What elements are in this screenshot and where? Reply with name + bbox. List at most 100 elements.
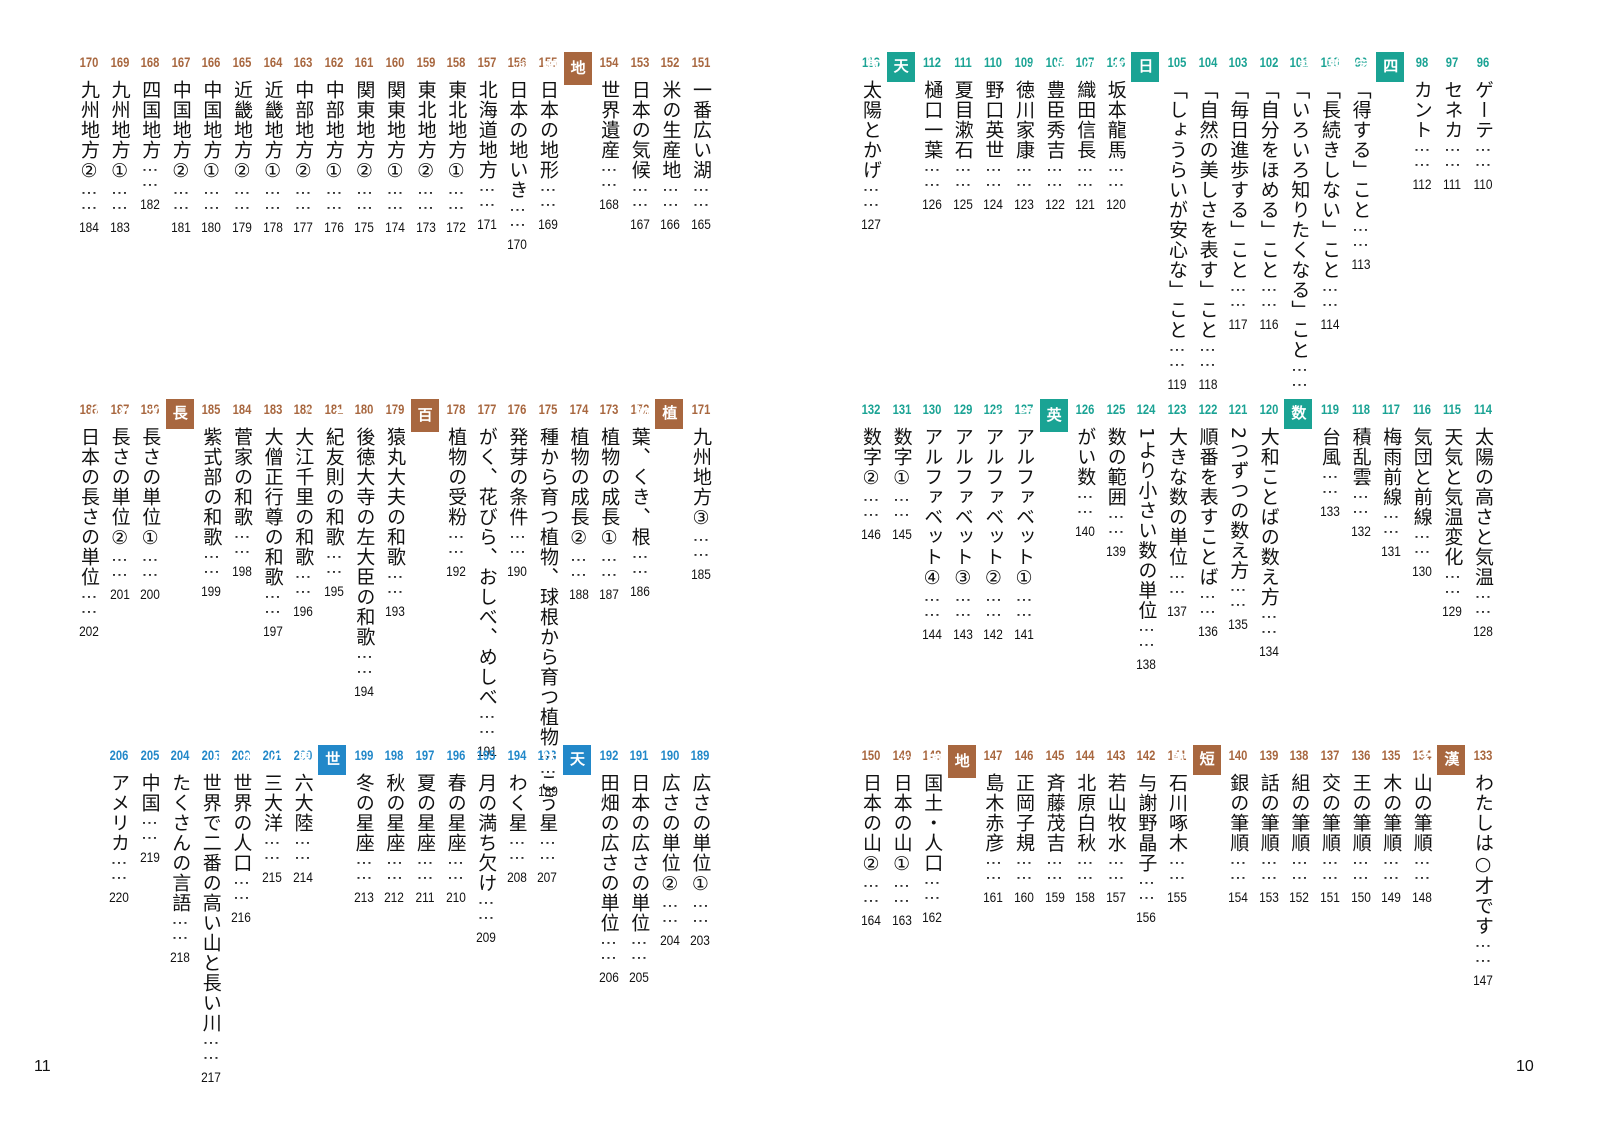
- toc-entry[interactable]: 133 わたしは○才です ⋮⋮ 147: [1468, 745, 1498, 988]
- toc-entry[interactable]: 196 春の星座 ⋮⋮ 210: [441, 745, 471, 905]
- toc-entry[interactable]: 113 太陽とかげ⋮⋮ 127: [856, 52, 886, 232]
- toc-entry[interactable]: 204 たくさんの言語 ⋮⋮ 218: [165, 745, 195, 965]
- toc-entry[interactable]: 170 九州地方② ⋮⋮ 184: [74, 52, 104, 235]
- toc-entry[interactable]: 146 正岡子規 ⋮⋮ 160: [1009, 745, 1039, 905]
- toc-entry[interactable]: 174 植物の成長② ⋮⋮ 188: [564, 399, 594, 602]
- toc-entry[interactable]: 161 関東地方② ⋮⋮ 175: [349, 52, 379, 235]
- toc-entry[interactable]: 157 北海道地方 ⋮⋮ 171: [472, 52, 502, 232]
- toc-entry[interactable]: 104 「自然の美しさを表す」こと ⋮⋮ 118: [1193, 52, 1223, 392]
- toc-entry[interactable]: 171 九州地方③ ⋮⋮ 185: [686, 399, 716, 582]
- toc-entry[interactable]: 101「いろいろ知りたくなる」こと⋮⋮115: [1284, 52, 1314, 412]
- toc-entry[interactable]: 182 大江千里の和歌⋮⋮ 196: [288, 399, 318, 619]
- toc-entry[interactable]: 114 太陽の高さと気温 ⋮⋮ 128: [1468, 399, 1498, 639]
- toc-entry[interactable]: 147 島木赤彦 ⋮⋮ 161: [978, 745, 1008, 905]
- toc-entry[interactable]: 135 木の筆順 ⋮⋮ 149: [1376, 745, 1406, 905]
- toc-entry[interactable]: 166 中国地方① ⋮⋮ 180: [196, 52, 226, 235]
- toc-entry[interactable]: 138 組の筆順 ⋮⋮ 152: [1284, 745, 1314, 905]
- toc-entry[interactable]: 194 わく星 ⋮⋮ 208: [502, 745, 532, 885]
- toc-entry[interactable]: 122 順番を表すことば ⋮⋮ 136: [1193, 399, 1223, 639]
- toc-entry[interactable]: 159 東北地方② ⋮⋮ 173: [411, 52, 441, 235]
- toc-entry[interactable]: 151 一番広い湖 ⋮⋮ 165: [686, 52, 716, 232]
- toc-entry[interactable]: 168 四国地方 ⋮⋮ 182: [135, 52, 165, 212]
- toc-entry[interactable]: 165 近畿地方② ⋮⋮ 179: [227, 52, 257, 235]
- toc-entry[interactable]: 111 夏目漱石 ⋮⋮ 125: [948, 52, 978, 212]
- toc-entry[interactable]: 160 関東地方① ⋮⋮ 174: [380, 52, 410, 235]
- toc-entry[interactable]: 206 アメリカ ⋮⋮ 220: [104, 745, 134, 905]
- toc-entry[interactable]: 100 「長続きしない」こと⋮⋮ 114: [1315, 52, 1345, 332]
- toc-entry[interactable]: 140 銀の筆順 ⋮⋮ 154: [1223, 745, 1253, 905]
- toc-entry[interactable]: 175 種から育つ植物、球根から育つ植物⋮⋮ 189: [533, 399, 563, 799]
- toc-entry[interactable]: 153 日本の気候 ⋮⋮ 167: [625, 52, 655, 232]
- toc-entry[interactable]: 201 三大洋⋮⋮ 215: [257, 745, 287, 885]
- toc-entry[interactable]: 144 北原白秋 ⋮⋮ 158: [1070, 745, 1100, 905]
- toc-entry[interactable]: 128 アルファベット②⋮⋮ 142: [978, 399, 1008, 642]
- toc-entry[interactable]: 191 日本の広さの単位 ⋮⋮ 205: [624, 745, 654, 985]
- toc-entry[interactable]: 179 猿丸大夫の和歌⋮⋮ 193: [380, 399, 410, 619]
- toc-entry[interactable]: 105 「しょうらいが安心な」こと ⋮⋮ 119: [1162, 52, 1192, 392]
- toc-entry[interactable]: 203 世界で二番の高い山と長い川⋮⋮ 217: [196, 745, 226, 1085]
- toc-entry[interactable]: 164 近畿地方① ⋮⋮ 178: [258, 52, 288, 235]
- toc-entry[interactable]: 121 2つずつの数え方 ⋮⋮ 135: [1223, 399, 1253, 632]
- toc-entry[interactable]: 181 紀友則の和歌⋮⋮ 195: [319, 399, 349, 599]
- toc-entry[interactable]: 176 発芽の条件 ⋮⋮ 190: [502, 399, 532, 579]
- toc-entry[interactable]: 139 話の筆順 ⋮⋮ 153: [1254, 745, 1284, 905]
- toc-entry[interactable]: 200 六大陸⋮⋮ 214: [288, 745, 318, 885]
- toc-entry[interactable]: 177 がく、花びら、おしべ、めしべ ⋮⋮ 191: [472, 399, 502, 759]
- toc-entry[interactable]: 132 数字② ⋮⋮ 146: [856, 399, 886, 542]
- toc-entry[interactable]: 156 日本の地いき⋮⋮ 170: [502, 52, 532, 252]
- toc-entry[interactable]: 184 菅家の和歌 ⋮⋮ 198: [227, 399, 257, 579]
- toc-entry[interactable]: 167 中国地方② ⋮⋮ 181: [166, 52, 196, 235]
- toc-entry[interactable]: 183 大僧正行尊の和歌 ⋮⋮ 197: [258, 399, 288, 639]
- toc-entry[interactable]: 107 織田信長⋮⋮ 121: [1070, 52, 1100, 212]
- toc-entry[interactable]: 129 アルファベット③ ⋮⋮ 143: [948, 399, 978, 642]
- toc-entry[interactable]: 193 こう星⋮⋮ 207: [532, 745, 562, 885]
- toc-entry[interactable]: 134 山の筆順⋮⋮ 148: [1407, 745, 1437, 905]
- toc-entry[interactable]: 152 米の生産地 ⋮⋮ 166: [655, 52, 685, 232]
- toc-entry[interactable]: 190 広さの単位② ⋮⋮ 204: [655, 745, 685, 948]
- toc-entry[interactable]: 173 植物の成長① ⋮⋮ 187: [594, 399, 624, 602]
- toc-entry[interactable]: 136 王の筆順 ⋮⋮ 150: [1346, 745, 1376, 905]
- toc-entry[interactable]: 141 石川啄木⋮⋮ 155: [1162, 745, 1192, 905]
- toc-entry[interactable]: 120 大和ことばの数え方 ⋮⋮ 134: [1254, 399, 1284, 659]
- toc-entry[interactable]: 178 植物の受粉 ⋮⋮ 192: [441, 399, 471, 579]
- toc-entry[interactable]: 97 セネカ ⋮⋮ 111: [1437, 52, 1467, 192]
- toc-entry[interactable]: 123 大きな数の単位 ⋮⋮ 137: [1162, 399, 1192, 619]
- toc-entry[interactable]: 198 秋の星座 ⋮⋮ 212: [379, 745, 409, 905]
- toc-entry[interactable]: 118 積乱雲 ⋮⋮ 132: [1346, 399, 1376, 539]
- toc-entry[interactable]: 112 樋口一葉 ⋮⋮ 126: [917, 52, 947, 212]
- toc-entry[interactable]: 131 数字① ⋮⋮ 145: [887, 399, 917, 542]
- toc-entry[interactable]: 145 斉藤茂吉 ⋮⋮ 159: [1040, 745, 1070, 905]
- toc-entry[interactable]: 96 ゲーテ ⋮⋮ 110: [1468, 52, 1498, 192]
- toc-entry[interactable]: 119 台風 ⋮⋮ 133: [1315, 399, 1345, 519]
- toc-entry[interactable]: 186 長さの単位①⋮⋮ 200: [135, 399, 165, 602]
- toc-entry[interactable]: 163 中部地方② ⋮⋮ 177: [288, 52, 318, 235]
- toc-entry[interactable]: 199 冬の星座 ⋮⋮ 213: [349, 745, 379, 905]
- toc-entry[interactable]: 98 カント ⋮⋮ 112: [1407, 52, 1437, 192]
- toc-entry[interactable]: 172 葉、くき、根⋮⋮ 186: [625, 399, 655, 599]
- toc-entry[interactable]: 195 月の満ち欠け ⋮⋮ 209: [471, 745, 501, 945]
- toc-entry[interactable]: 188 日本の長さの単位⋮⋮ 202: [74, 399, 104, 639]
- toc-entry[interactable]: 143 若山牧水 ⋮⋮ 157: [1101, 745, 1131, 905]
- toc-entry[interactable]: 108 豊臣秀吉⋮⋮ 122: [1040, 52, 1070, 212]
- toc-entry[interactable]: 180 後徳大寺の左大臣の和歌⋮⋮ 194: [349, 399, 379, 699]
- toc-entry[interactable]: 205 中国 ⋮⋮ 219: [135, 745, 165, 865]
- toc-entry[interactable]: 126 がい数 ⋮⋮ 140: [1070, 399, 1100, 539]
- toc-entry[interactable]: 125 数の範囲 ⋮⋮ 139: [1101, 399, 1131, 559]
- toc-entry[interactable]: 162 中部地方① ⋮⋮ 176: [319, 52, 349, 235]
- toc-entry[interactable]: 192 田畑の広さの単位 ⋮⋮ 206: [594, 745, 624, 985]
- toc-entry[interactable]: 187 長さの単位②⋮⋮ 201: [105, 399, 135, 602]
- toc-entry[interactable]: 155 日本の地形⋮⋮ 169: [533, 52, 563, 232]
- toc-entry[interactable]: 154 世界遺産 ⋮⋮ 168: [594, 52, 624, 212]
- toc-entry[interactable]: 127 アルファベット①⋮⋮ 141: [1009, 399, 1039, 642]
- toc-entry[interactable]: 103 「毎日進歩する」こと ⋮⋮ 117: [1223, 52, 1253, 332]
- toc-entry[interactable]: 109 徳川家康⋮⋮ 123: [1009, 52, 1039, 212]
- toc-entry[interactable]: 137 交の筆順 ⋮⋮ 151: [1315, 745, 1345, 905]
- toc-entry[interactable]: 149 日本の山①⋮⋮ 163: [887, 745, 917, 928]
- toc-entry[interactable]: 106 坂本龍馬⋮⋮ 120: [1101, 52, 1131, 212]
- toc-entry[interactable]: 202 世界の人口⋮⋮ 216: [226, 745, 256, 925]
- toc-entry[interactable]: 189 広さの単位① ⋮⋮ 203: [685, 745, 715, 948]
- toc-entry[interactable]: 142 与謝野晶子 ⋮⋮ 156: [1131, 745, 1161, 925]
- toc-entry[interactable]: 99 「得する」こと⋮⋮ 113: [1346, 52, 1376, 272]
- toc-entry[interactable]: 124 1より小さい数の単位 ⋮⋮ 138: [1131, 399, 1161, 672]
- toc-entry[interactable]: 150 日本の山② ⋮⋮ 164: [856, 745, 886, 928]
